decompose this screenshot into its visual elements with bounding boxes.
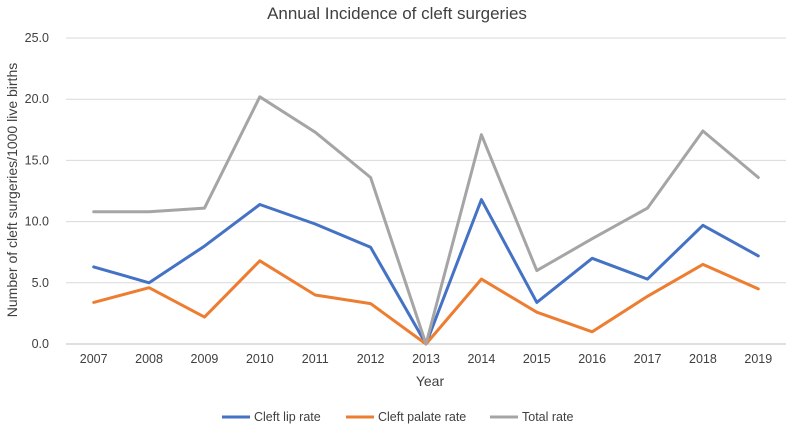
legend-label: Cleft lip rate: [254, 410, 321, 424]
y-axis-title: Number of cleft surgeries/1000 live birt…: [4, 63, 20, 317]
x-tick-label: 2010: [246, 352, 274, 366]
x-tick-label: 2011: [302, 352, 329, 366]
x-tick-label: 2015: [523, 352, 551, 366]
x-tick-label: 2019: [744, 352, 772, 366]
x-axis-title: Year: [416, 373, 445, 389]
legend-label: Total rate: [522, 410, 573, 424]
y-axis-ticks: 0.0 5.0 10.0 15.0 20.0 25.0: [25, 31, 49, 351]
x-tick-label: 2018: [689, 352, 717, 366]
y-tick-label: 10.0: [25, 215, 49, 229]
x-axis-ticks: 2007 2008 2009 2010 2011 2012 2013 2014 2015 2016…: [80, 352, 772, 366]
legend: Cleft lip rate Cleft palate rate Total rat…: [222, 410, 573, 424]
series-line-total-rate: [92, 95, 760, 346]
x-tick-label: 2007: [80, 352, 108, 366]
y-tick-label: 0.0: [32, 337, 49, 351]
x-tick-label: 2012: [357, 352, 385, 366]
x-tick-label: 2013: [412, 352, 440, 366]
y-tick-label: 20.0: [25, 92, 49, 106]
gridlines: [66, 37, 786, 345]
series-line-cleft-palate-rate: [92, 259, 760, 346]
x-tick-label: 2017: [634, 352, 662, 366]
y-tick-label: 25.0: [25, 31, 49, 45]
x-tick-label: 2016: [578, 352, 606, 366]
x-tick-label: 2009: [191, 352, 219, 366]
x-tick-label: 2014: [467, 352, 495, 366]
x-tick-label: 2008: [135, 352, 163, 366]
chart-title: Annual Incidence of cleft surgeries: [267, 4, 527, 23]
y-tick-label: 5.0: [32, 276, 49, 290]
series-lines: [92, 95, 760, 346]
y-tick-label: 15.0: [25, 153, 49, 167]
legend-label: Cleft palate rate: [378, 410, 466, 424]
